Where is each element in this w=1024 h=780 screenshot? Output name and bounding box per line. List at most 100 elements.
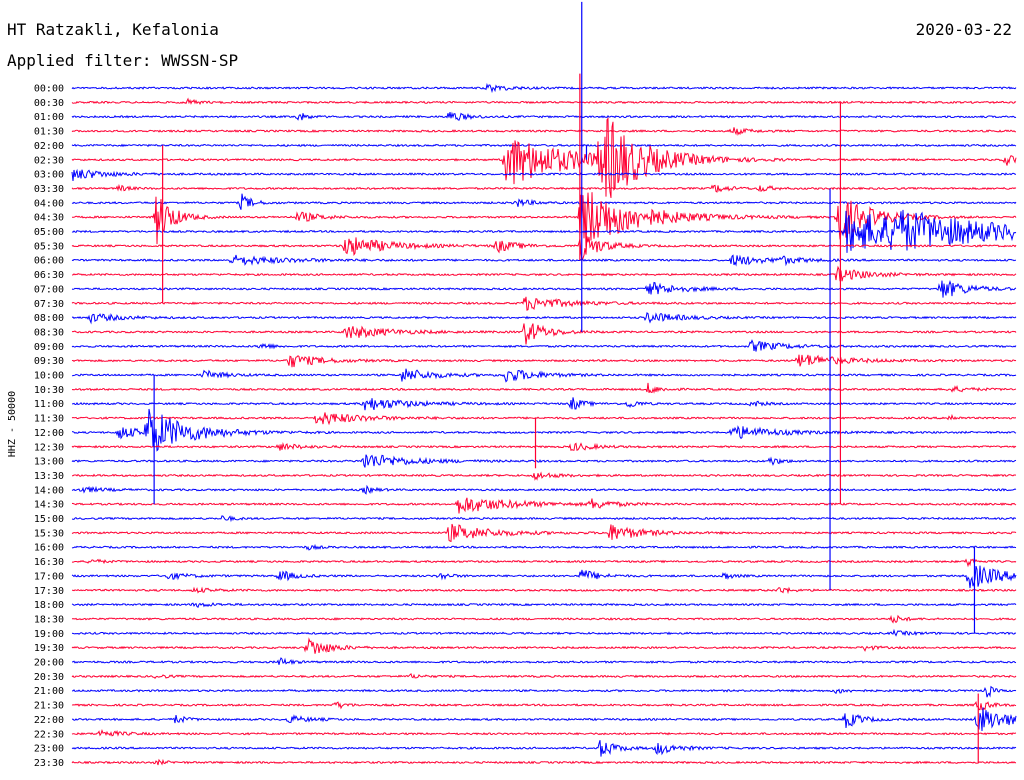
trace-0030 (71, 97, 1017, 105)
time-label: 14:00 (34, 485, 64, 496)
time-label: 12:00 (34, 428, 64, 439)
time-label: 04:00 (34, 198, 64, 209)
trace-1930 (71, 637, 1017, 654)
time-label: 09:00 (34, 342, 64, 353)
time-label: 08:30 (34, 327, 64, 338)
time-label: 21:30 (34, 701, 64, 712)
time-label: 20:00 (34, 658, 64, 669)
time-label: 13:00 (34, 457, 64, 468)
y-axis-label: HHZ - 50000 (7, 391, 18, 457)
time-label: 11:30 (34, 414, 64, 425)
time-label: 00:00 (34, 84, 64, 95)
time-label: 06:00 (34, 256, 64, 267)
trace-1630 (71, 558, 1017, 568)
time-label: 07:30 (34, 299, 64, 310)
time-label: 01:30 (34, 127, 64, 138)
trace-0100 (71, 111, 1017, 121)
trace-1400 (71, 484, 1017, 495)
trace-2200 (71, 707, 1017, 732)
time-label: 02:30 (34, 155, 64, 166)
time-label: 20:30 (34, 672, 64, 683)
trace-2100 (72, 685, 1017, 698)
trace-1330 (72, 471, 1017, 481)
time-label: 18:30 (34, 614, 64, 625)
trace-1730 (71, 586, 1017, 595)
trace-0530 (71, 236, 1017, 263)
trace-1530 (71, 523, 1017, 543)
time-label: 15:00 (34, 514, 64, 525)
trace-2230 (71, 728, 1017, 737)
trace-0300 (71, 168, 1016, 181)
trace-0230 (71, 117, 1017, 198)
trace-1800 (71, 602, 1017, 608)
time-label: 22:30 (34, 729, 64, 740)
time-label: 19:30 (34, 643, 64, 654)
trace-1600 (71, 543, 1017, 551)
trace-0730 (71, 296, 1017, 311)
time-label: 13:30 (34, 471, 64, 482)
trace-0800 (71, 312, 1017, 325)
trace-1030 (71, 382, 1017, 394)
trace-2130 (71, 701, 1017, 711)
time-label: 03:30 (34, 184, 64, 195)
trace-2300 (71, 740, 1017, 757)
trace-1230 (71, 442, 1017, 451)
trace-0500 (71, 209, 1017, 253)
time-label: 16:00 (34, 543, 64, 554)
trace-1430 (71, 497, 1017, 514)
trace-0700 (71, 279, 1017, 298)
time-label: 07:00 (34, 284, 64, 295)
trace-0830 (71, 323, 1017, 345)
trace-1300 (71, 454, 1017, 468)
trace-0130 (71, 127, 1016, 136)
trace-2030 (71, 673, 1017, 679)
time-label: 02:00 (34, 141, 64, 152)
trace-2000 (72, 657, 1017, 666)
time-label: 09:30 (34, 356, 64, 367)
time-label: 10:00 (34, 371, 64, 382)
time-label-group: 00:00 00:30 01:00 01:30 02:00 02:30 03:00 03:30… (34, 84, 64, 769)
time-label: 00:30 (34, 98, 64, 109)
trace-0600 (71, 254, 1017, 267)
station-title: HT Ratzakli, Kefalonia (7, 20, 219, 39)
trace-0930 (71, 354, 1017, 368)
trace-0400 (71, 193, 1017, 210)
time-label: 11:00 (34, 399, 64, 410)
time-label: 15:30 (34, 528, 64, 539)
trace-2330 (71, 758, 1017, 766)
time-label: 03:00 (34, 170, 64, 181)
time-label: 04:30 (34, 213, 64, 224)
trace-0000 (71, 82, 1017, 94)
trace-1130 (71, 412, 1017, 426)
time-label: 22:00 (34, 715, 64, 726)
trace-1500 (71, 515, 1016, 523)
trace-1000 (71, 368, 1017, 383)
time-label: 05:30 (34, 241, 64, 252)
time-label: 17:00 (34, 571, 64, 582)
time-label: 01:00 (34, 112, 64, 123)
time-label: 16:30 (34, 557, 64, 568)
trace-1700 (71, 565, 1017, 589)
trace-0630 (71, 265, 1017, 282)
trace-1900 (71, 628, 1017, 637)
date-label: 2020-03-22 (915, 20, 1012, 39)
time-label: 06:30 (34, 270, 64, 281)
time-label: 10:30 (34, 385, 64, 396)
trace-1100 (72, 397, 1017, 411)
time-label: 23:30 (34, 758, 64, 769)
filter-label: Applied filter: WWSSN-SP (7, 51, 239, 70)
time-label: 17:30 (34, 586, 64, 597)
trace-0900 (71, 339, 1017, 352)
time-label: 14:30 (34, 500, 64, 511)
time-label: 12:30 (34, 442, 64, 453)
time-label: 23:00 (34, 744, 64, 755)
trace-0200 (71, 143, 1017, 148)
time-label: 08:00 (34, 313, 64, 324)
time-label: 19:00 (34, 629, 64, 640)
trace-0330 (71, 183, 1017, 193)
time-label: 05:00 (34, 227, 64, 238)
trace-group (71, 1, 1017, 766)
time-label: 21:00 (34, 686, 64, 697)
time-label: 18:00 (34, 600, 64, 611)
